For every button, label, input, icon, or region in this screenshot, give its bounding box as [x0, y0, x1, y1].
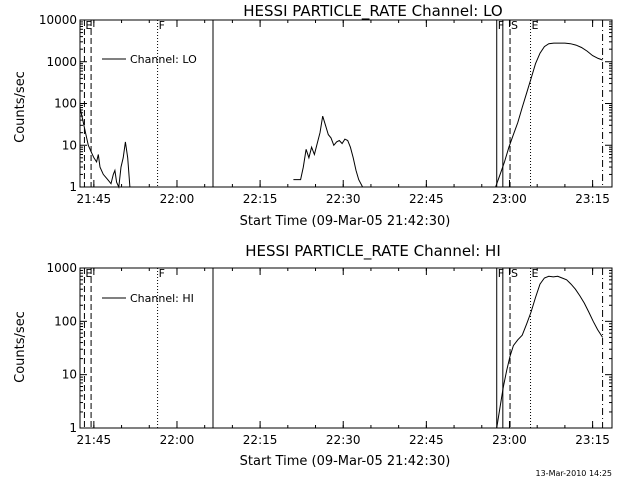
event-marker-label: S — [511, 19, 518, 32]
y-tick-label: 1 — [69, 180, 77, 194]
x-tick-label: 21:45 — [77, 433, 112, 447]
x-tick-label: 22:30 — [326, 192, 361, 206]
event-marker-label: S — [511, 267, 518, 280]
event-marker-label: F — [159, 267, 165, 280]
legend: Channel: HI — [102, 292, 194, 305]
event-marker-label: E — [85, 267, 92, 280]
y-tick-label: 100 — [54, 97, 77, 111]
event-marker-label: E — [85, 19, 92, 32]
series-line — [496, 275, 604, 429]
x-tick-label: 22:30 — [326, 433, 361, 447]
y-axis-label: Counts/sec — [13, 311, 28, 383]
x-tick-label: 22:45 — [409, 192, 444, 206]
event-marker-label: F — [159, 19, 165, 32]
series-line — [293, 115, 364, 188]
y-tick-label: 10000 — [39, 13, 77, 27]
chart-title: HESSI PARTICLE_RATE Channel: HI — [245, 242, 501, 261]
hi-channel-panel: HESSI PARTICLE_RATE Channel: HI Start Ti… — [13, 242, 613, 469]
footer-timestamp: 13-Mar-2010 14:25 — [536, 469, 613, 478]
y-tick-label: 1000 — [46, 55, 77, 69]
y-tick-label: 100 — [54, 314, 77, 328]
legend-label: Channel: HI — [130, 292, 194, 305]
legend: Channel: LO — [102, 53, 197, 66]
x-axis-label: Start Time (09-Mar-05 21:42:30) — [240, 454, 451, 469]
x-tick-label: 22:15 — [243, 433, 278, 447]
event-marker-label: F — [498, 267, 504, 280]
series-line — [495, 42, 603, 188]
y-tick-label: 10 — [62, 138, 77, 152]
y-tick-label: 10 — [62, 368, 77, 382]
y-axis-label: Counts/sec — [13, 71, 28, 143]
x-tick-label: 22:15 — [243, 192, 278, 206]
x-tick-label: 23:15 — [575, 192, 610, 206]
x-axis-label: Start Time (09-Mar-05 21:42:30) — [240, 214, 451, 229]
x-tick-label: 22:45 — [409, 433, 444, 447]
series-line — [79, 107, 131, 189]
legend-label: Channel: LO — [130, 53, 197, 66]
chart-title: HESSI PARTICLE_RATE Channel: LO — [243, 2, 502, 21]
event-marker-label: E — [532, 19, 539, 32]
lo-channel-panel: HESSI PARTICLE_RATE Channel: LO Start Ti… — [13, 2, 613, 229]
x-tick-label: 23:15 — [575, 433, 610, 447]
x-tick-label: 21:45 — [77, 192, 112, 206]
x-tick-label: 22:00 — [160, 433, 195, 447]
x-tick-label: 22:00 — [160, 192, 195, 206]
event-marker-label: E — [532, 267, 539, 280]
y-tick-label: 1000 — [46, 261, 77, 275]
x-tick-label: 23:00 — [492, 433, 527, 447]
y-tick-label: 1 — [69, 421, 77, 435]
plot-frame — [79, 267, 613, 429]
plot-frame — [79, 19, 613, 188]
event-marker-label: F — [498, 19, 504, 32]
x-tick-label: 23:00 — [492, 192, 527, 206]
